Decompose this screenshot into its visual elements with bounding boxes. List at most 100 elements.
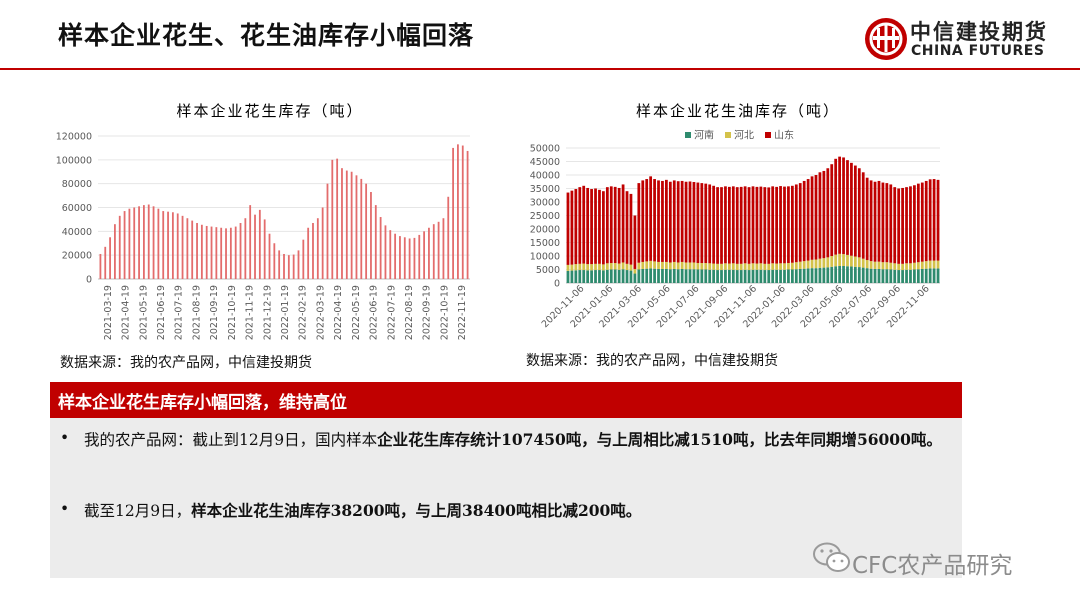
bar — [239, 222, 242, 279]
right-chart-source: 数据来源：我的农产品网，中信建投期货 — [526, 353, 778, 369]
bar-segment-shandong — [893, 187, 897, 264]
bar-segment-henan — [731, 269, 735, 283]
bar — [413, 237, 416, 279]
bar-segment-hebei — [751, 263, 755, 270]
bar-segment-hebei — [798, 261, 802, 269]
x-tick-label: 2021-03-19 — [103, 285, 114, 340]
bar — [297, 250, 300, 279]
bar-segment-henan — [755, 269, 759, 283]
bar-segment-shandong — [877, 180, 881, 262]
bar — [152, 206, 155, 279]
bar-segment-hebei — [901, 263, 904, 271]
citic-logo-icon — [865, 18, 907, 60]
bar-segment-henan — [787, 269, 790, 283]
y-tick-label: 100000 — [56, 155, 92, 166]
bar-segment-henan — [653, 268, 656, 283]
bar-segment-henan — [885, 269, 889, 283]
bar-segment-hebei — [909, 263, 912, 270]
bar-segment-henan — [747, 270, 751, 283]
bar-segment-shandong — [787, 186, 790, 264]
bar — [331, 159, 334, 279]
bar-segment-henan — [901, 270, 904, 283]
bar-segment-shandong — [924, 180, 928, 262]
bar — [215, 227, 218, 279]
bar-segment-hebei — [916, 262, 920, 270]
bar-segment-henan — [594, 270, 597, 283]
bar-segment-henan — [830, 266, 834, 283]
bar-segment-hebei — [759, 263, 763, 270]
bar-segment-hebei — [775, 263, 778, 270]
bar-segment-shandong — [909, 186, 912, 264]
y-tick-label: 40000 — [62, 227, 92, 238]
bar-segment-shandong — [826, 168, 830, 258]
bullet-text-bold: 样本企业花生油库存38200吨，与上周38400吨相比减200吨。 — [191, 501, 642, 520]
bar-segment-henan — [806, 268, 810, 283]
bar-segment-shandong — [889, 184, 893, 263]
y-tick-label: 40000 — [530, 171, 560, 182]
bar — [157, 208, 160, 279]
x-tick-label: 2022-06-19 — [369, 285, 380, 340]
bar-segment-shandong — [920, 182, 924, 262]
bar-segment-henan — [661, 268, 664, 283]
bar — [249, 205, 252, 279]
bullet-panel — [50, 418, 962, 578]
bar — [254, 214, 256, 279]
x-tick-label: 2021-05-19 — [138, 285, 149, 340]
bar-segment-hebei — [728, 263, 731, 270]
bar-segment-shandong — [661, 180, 664, 262]
bar-segment-henan — [735, 270, 739, 283]
bar-segment-shandong — [798, 183, 802, 262]
bar — [423, 231, 426, 279]
x-tick-label: 2021-10-19 — [227, 285, 238, 340]
x-tick-label: 2022-02-19 — [298, 285, 309, 340]
bar-segment-hebei — [605, 263, 609, 270]
bar-segment-henan — [617, 269, 621, 283]
bar — [360, 178, 363, 279]
bar-segment-shandong — [822, 170, 826, 259]
bar — [326, 183, 329, 279]
bar-segment-shandong — [621, 184, 625, 263]
x-tick-label: 2021-12-19 — [262, 285, 273, 340]
bar-segment-shandong — [668, 181, 672, 263]
bar-segment-hebei — [712, 263, 716, 270]
bar-segment-hebei — [850, 255, 853, 267]
legend-swatch — [725, 132, 731, 138]
bar-segment-hebei — [830, 256, 834, 267]
bar-segment-hebei — [594, 263, 597, 271]
bar-segment-henan — [566, 270, 570, 283]
chart-title: 样本企业花生库存（吨） — [176, 102, 363, 120]
bar-segment-hebei — [735, 263, 739, 271]
bar-segment-henan — [704, 269, 708, 283]
page-title: 样本企业花生、花生油库存小幅回落 — [58, 21, 475, 50]
left-chart-source: 数据来源：我的农产品网，中信建投期货 — [60, 355, 312, 371]
bar-segment-hebei — [842, 254, 845, 266]
bar-segment-henan — [645, 268, 649, 283]
bar-segment-henan — [724, 269, 727, 283]
bar-segment-henan — [869, 268, 873, 283]
x-tick-label: 2022-04-19 — [333, 285, 344, 340]
bar — [457, 144, 459, 279]
bar-segment-hebei — [625, 263, 629, 271]
bar — [186, 218, 189, 279]
bar-segment-shandong — [775, 186, 778, 264]
bar-segment-hebei — [826, 257, 830, 268]
bar-segment-henan — [696, 269, 700, 283]
bar-segment-hebei — [779, 263, 782, 270]
bar-segment-shandong — [857, 168, 861, 258]
bar-segment-henan — [865, 268, 869, 283]
bar-segment-shandong — [586, 187, 590, 265]
bar-segment-shandong — [853, 165, 857, 257]
bar-segment-hebei — [590, 264, 593, 271]
x-tick-label: 2021-07-19 — [174, 285, 185, 340]
bar-segment-shandong — [700, 183, 704, 264]
bar — [244, 218, 247, 279]
bar-segment-hebei — [716, 263, 719, 271]
bar — [292, 254, 295, 279]
bar-segment-henan — [578, 270, 582, 283]
bar-segment-hebei — [641, 261, 645, 269]
bar-segment-hebei — [621, 262, 625, 270]
y-tick-label: 60000 — [62, 203, 92, 214]
bar-segment-shandong — [869, 180, 873, 262]
y-tick-label: 10000 — [530, 252, 560, 263]
bar-segment-henan — [920, 268, 924, 283]
